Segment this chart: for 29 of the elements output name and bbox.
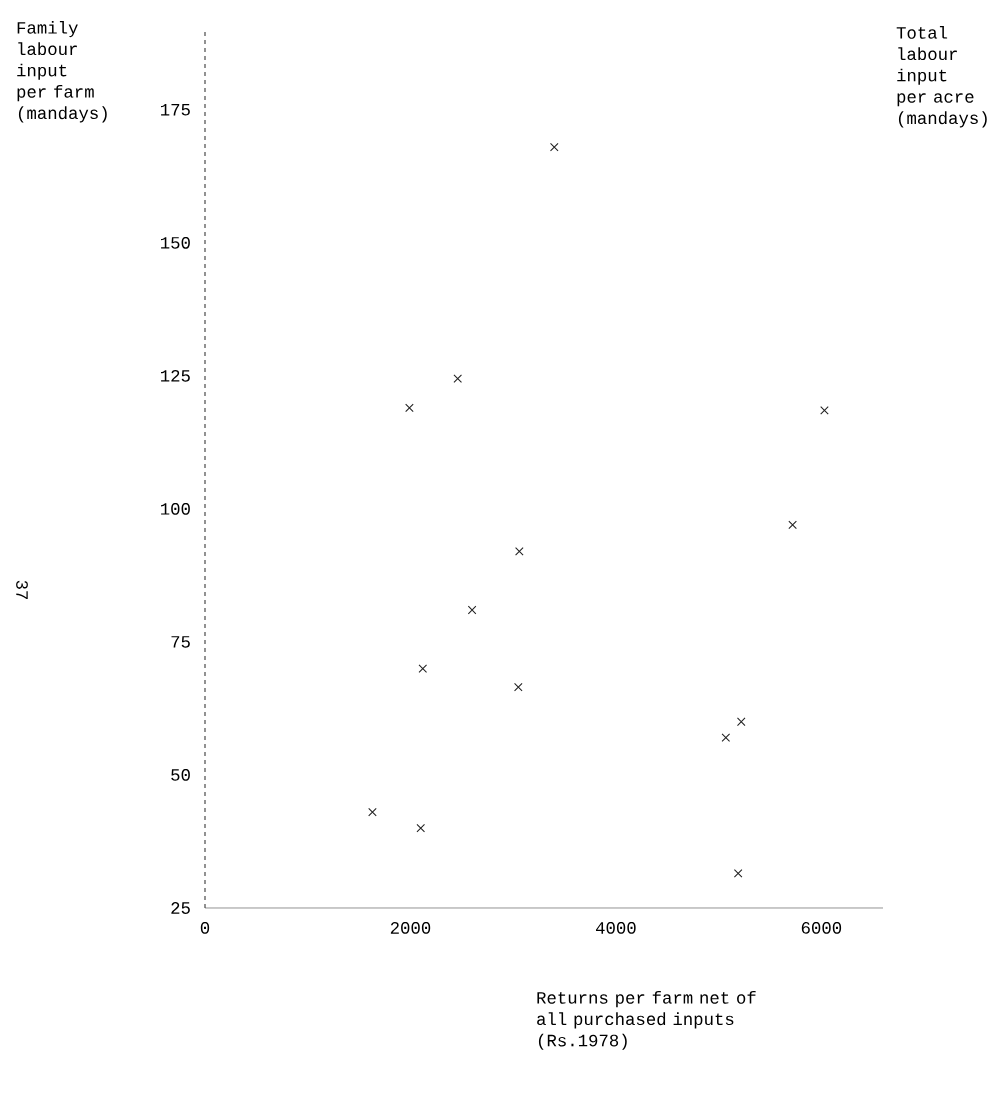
point	[514, 682, 523, 692]
point	[368, 807, 377, 817]
point	[736, 717, 746, 727]
point	[416, 823, 426, 833]
text: 37	[16, 580, 28, 600]
point	[549, 142, 559, 152]
y-axis-title: Family labour input per farm (mandays)	[17, 21, 107, 123]
x-tick-label: 0	[200, 922, 210, 934]
y-tick-label: 125	[161, 369, 190, 382]
point	[788, 520, 797, 530]
text: Total labour input per acre (mandays)	[896, 26, 987, 128]
point	[405, 403, 414, 413]
y-tick-label: 100	[161, 503, 190, 515]
x-tick-label: 6000	[801, 922, 842, 934]
y-tick-label: 25	[171, 902, 190, 914]
point	[820, 406, 829, 415]
point	[467, 605, 477, 615]
y-tick-label: 150	[161, 236, 190, 249]
x-tick-label: 4000	[595, 922, 636, 934]
point	[515, 547, 524, 556]
x-axis-title: Returns per farm net of all purchased inputs (Rs.1978)	[537, 991, 756, 1050]
point	[453, 374, 463, 383]
y-tick-label: 50	[171, 769, 190, 781]
y-tick-label: 175	[161, 104, 190, 116]
y-tick-label: 75	[171, 636, 190, 648]
point	[721, 733, 731, 743]
point	[733, 869, 743, 878]
x-tick-label: 2000	[390, 922, 431, 934]
point	[418, 664, 428, 673]
